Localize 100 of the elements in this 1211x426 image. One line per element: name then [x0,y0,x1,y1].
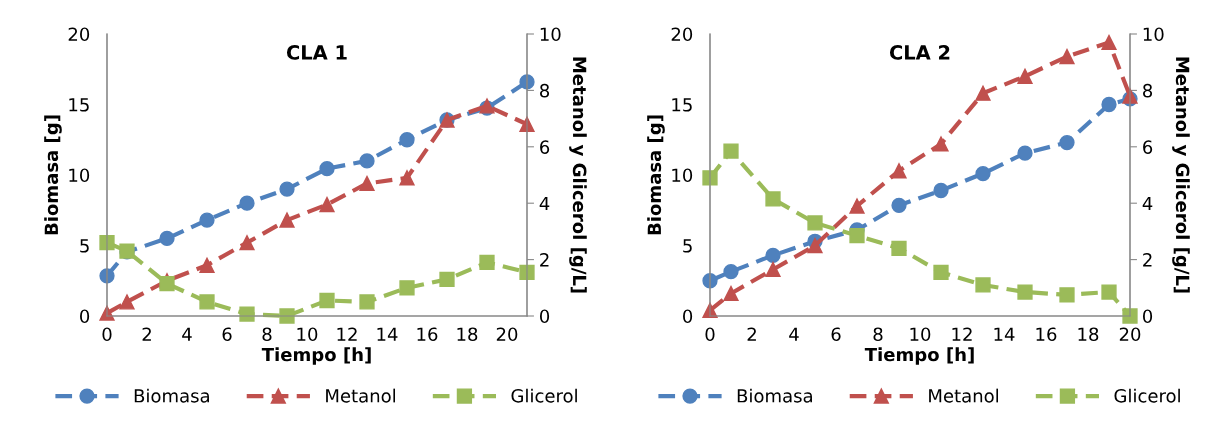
x-tick-label: 2 [142,327,151,341]
y2-tick-label: 6 [540,140,550,154]
point [99,235,115,251]
y2-tick-label: 10 [540,27,561,42]
y2-axis-title: Metanol y Glicerol [g/L] [569,57,587,293]
point [891,197,907,213]
x-tick-label: 6 [222,327,232,342]
x-tick-label: 10 [297,327,318,342]
point [807,237,823,254]
x-tick-label: 8 [873,327,883,342]
y-tick-label: 10 [672,168,693,183]
point [891,240,907,256]
y-tick-label: 20 [68,27,90,42]
point [519,264,535,280]
point [239,195,255,211]
x-tick-label: 16 [1036,327,1057,342]
y2-tick-label: 0 [540,309,550,324]
y-axis-title: Biomasa [g] [44,115,62,235]
y-tick-label: 15 [672,98,692,112]
point [765,247,781,264]
chart-title: CLA 1 [286,45,347,60]
point [199,257,215,273]
y2-tick-label: 2 [540,253,549,267]
y-tick-label: 5 [80,239,89,253]
point [1017,145,1033,161]
y2-tick-label: 6 [1143,140,1153,154]
point [933,182,949,199]
point [359,153,375,169]
y2-tick-label: 2 [1143,253,1152,267]
y-tick-label: 20 [671,27,693,42]
point [399,132,415,148]
x-tick-label: 10 [910,327,931,342]
point [1101,96,1117,113]
point [1059,134,1075,151]
y-tick-label: 10 [69,168,90,183]
point [765,261,781,278]
point [849,198,865,214]
legend-label: Metanol [326,388,396,403]
point [119,294,135,310]
x-tick-label: 12 [337,327,357,341]
point [239,306,255,322]
x-tick-label: 4 [182,327,192,341]
point [723,143,739,159]
x-tick-label: 6 [831,327,841,342]
x-tick-label: 4 [789,327,799,341]
legend-label: Glicerol [1114,388,1180,403]
x-tick-label: 16 [417,327,438,342]
x-tick-label: 14 [377,327,398,341]
y-tick-label: 0 [80,309,90,324]
y-tick-label: 5 [683,239,692,253]
point [1122,308,1138,324]
point [723,263,739,280]
x-tick-label: 0 [102,327,112,342]
point [279,308,295,324]
point [1017,284,1033,300]
point [807,215,823,231]
point [359,294,375,310]
point [359,175,375,192]
point [399,280,415,296]
point [933,136,949,152]
point [319,196,335,213]
point [439,271,455,287]
point [399,170,415,186]
point [279,181,295,197]
x-axis-title: Tiempo [h] [261,347,371,365]
y-axis-title: Biomasa [g] [647,115,665,235]
y2-tick-label: 0 [1143,309,1153,324]
x-tick-label: 2 [747,327,756,341]
y-tick-label: 15 [69,98,89,112]
point [702,170,718,186]
x-tick-label: 18 [1078,327,1099,342]
point [1101,34,1117,51]
point [479,254,495,271]
y-tick-label: 0 [683,309,693,324]
x-tick-label: 12 [952,327,972,341]
y2-tick-label: 10 [1143,27,1164,42]
x-tick-label: 18 [457,327,478,342]
point [975,165,991,182]
point [159,230,175,247]
point [849,227,865,244]
x-tick-label: 0 [705,327,715,342]
point [975,85,991,101]
point [723,285,739,302]
point [319,161,335,177]
point [975,277,991,293]
y2-axis-title: Metanol y Glicerol [g/L] [1172,57,1190,293]
point [279,212,295,228]
point [199,212,215,228]
y2-tick-label: 8 [540,83,550,98]
chart-title: CLA 2 [889,45,950,60]
point [933,264,949,280]
y2-tick-label: 8 [1143,83,1153,98]
point [319,292,335,309]
x-tick-label: 14 [994,327,1015,341]
point [1059,48,1075,65]
point [1101,284,1117,300]
x-tick-label: 20 [496,327,518,342]
x-axis-title: Tiempo [h] [864,347,974,365]
legend-label: Biomasa [134,388,209,403]
legend-label: Metanol [929,388,999,403]
